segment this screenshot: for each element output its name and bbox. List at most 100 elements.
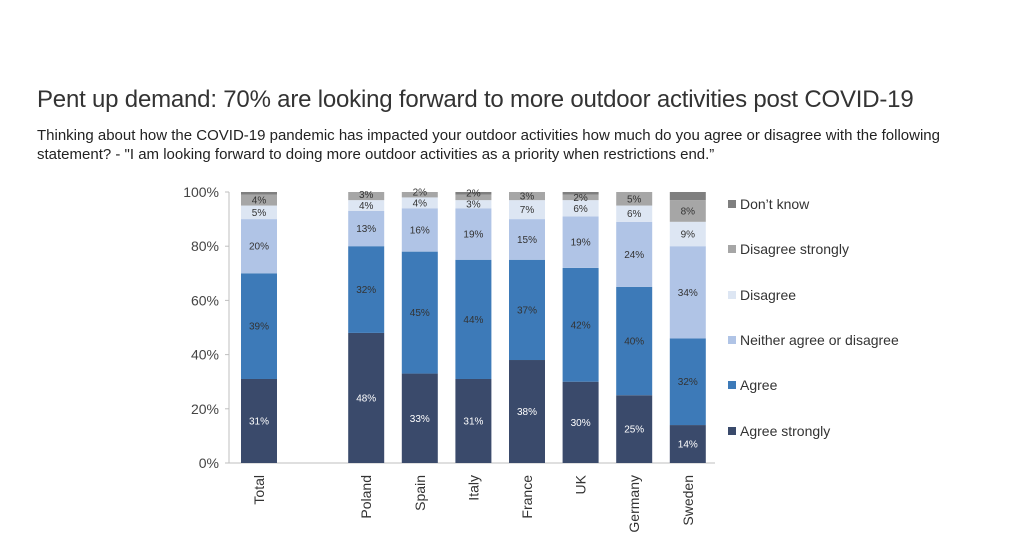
- y-tick-label: 40%: [191, 347, 219, 363]
- data-label: 32%: [678, 377, 698, 388]
- bar-segment: [562, 194, 599, 201]
- legend-swatch: [728, 381, 736, 389]
- bar-segment: [455, 378, 492, 463]
- bar-segment: [562, 216, 599, 268]
- legend-label: Disagree strongly: [740, 241, 849, 257]
- bar-segment: [509, 360, 545, 463]
- data-label: 4%: [413, 198, 428, 209]
- bar-segment: [455, 200, 492, 209]
- data-label: 16%: [410, 225, 430, 236]
- legend-label: Don’t know: [740, 196, 810, 212]
- bar-segment: [509, 192, 545, 201]
- x-tick-label: Total: [251, 475, 267, 505]
- bar-segment: [241, 219, 277, 274]
- bar-segment: [669, 246, 706, 339]
- data-label: 4%: [359, 201, 374, 212]
- bar-segment: [562, 192, 599, 195]
- y-tick-label: 20%: [191, 401, 219, 417]
- legend-swatch: [728, 427, 736, 435]
- data-label: 19%: [463, 230, 483, 241]
- bar-segment: [616, 192, 653, 206]
- y-tick-label: 100%: [183, 184, 219, 200]
- bar-segment: [616, 221, 653, 287]
- bar-segment: [455, 192, 492, 195]
- x-tick-label: Sweden: [680, 475, 696, 526]
- data-label: 39%: [249, 322, 269, 333]
- data-label: 33%: [410, 414, 430, 425]
- bar-segment: [241, 378, 277, 463]
- bar-segment: [616, 286, 653, 396]
- bar-segment: [348, 192, 385, 201]
- data-label: 34%: [678, 288, 698, 299]
- data-label: 15%: [517, 235, 537, 246]
- data-label: 37%: [517, 305, 537, 316]
- data-label: 5%: [627, 194, 642, 205]
- bar-segment: [348, 200, 385, 211]
- data-label: 13%: [356, 224, 376, 235]
- bar-segment: [241, 194, 277, 206]
- bar-segment: [401, 197, 438, 209]
- legend-label: Neither agree or disagree: [740, 332, 899, 348]
- bar-segment: [669, 200, 706, 222]
- data-label: 5%: [252, 208, 267, 219]
- bar-segment: [348, 246, 385, 333]
- bar-segment: [241, 192, 277, 195]
- bar-segment: [616, 395, 653, 463]
- bar-segment: [241, 273, 277, 379]
- legend-swatch: [728, 200, 736, 208]
- data-label: 2%: [413, 187, 428, 198]
- bar-segment: [509, 219, 545, 260]
- data-label: 2%: [466, 189, 481, 200]
- data-label: 31%: [463, 416, 483, 427]
- bar-segment: [562, 267, 599, 382]
- legend-swatch: [728, 245, 736, 253]
- y-tick-label: 60%: [191, 292, 219, 308]
- slide-subtitle: Thinking about how the COVID-19 pandemic…: [37, 127, 940, 163]
- data-label: 30%: [571, 418, 591, 429]
- bar-segment: [509, 200, 545, 220]
- data-label: 3%: [520, 192, 535, 203]
- y-tick-label: 80%: [191, 238, 219, 254]
- bar-segment: [401, 373, 438, 463]
- bar-segment: [669, 425, 706, 463]
- bar-segment: [669, 338, 706, 426]
- bar-segment: [348, 210, 385, 247]
- data-label: 4%: [252, 196, 267, 207]
- legend-swatch: [728, 336, 736, 344]
- data-label: 6%: [573, 204, 588, 215]
- x-tick-label: Poland: [358, 475, 374, 519]
- bar-segment: [401, 192, 438, 198]
- bar-segment: [455, 194, 492, 201]
- x-tick-label: Spain: [412, 475, 428, 511]
- bar-segment: [241, 205, 277, 220]
- data-label: 44%: [463, 315, 483, 326]
- data-label: 19%: [571, 238, 591, 249]
- x-tick-label: UK: [573, 474, 589, 494]
- bar-segment: [401, 208, 438, 252]
- data-label: 24%: [624, 250, 644, 261]
- bar-segment: [562, 381, 599, 463]
- x-tick-label: Italy: [465, 475, 481, 501]
- legend-label: Agree strongly: [740, 423, 830, 439]
- data-label: 14%: [678, 440, 698, 451]
- bar-segment: [562, 200, 599, 217]
- data-label: 40%: [624, 337, 644, 348]
- legend-swatch: [728, 291, 736, 299]
- data-label: 25%: [624, 425, 644, 436]
- bar-segment: [669, 221, 706, 247]
- data-label: 48%: [356, 393, 376, 404]
- slide-title: Pent up demand: 70% are looking forward …: [37, 86, 914, 113]
- y-tick-label: 0%: [199, 455, 219, 471]
- data-label: 42%: [571, 320, 591, 331]
- bar-segment: [669, 192, 706, 201]
- data-label: 9%: [681, 230, 696, 241]
- data-label: 6%: [627, 209, 642, 220]
- legend-label: Disagree: [740, 287, 796, 303]
- bar-segment: [455, 259, 492, 379]
- bar-segment: [401, 251, 438, 374]
- bar-segment: [509, 259, 545, 361]
- data-label: 3%: [359, 190, 374, 201]
- bar-segment: [348, 332, 385, 463]
- data-label: 2%: [573, 193, 588, 204]
